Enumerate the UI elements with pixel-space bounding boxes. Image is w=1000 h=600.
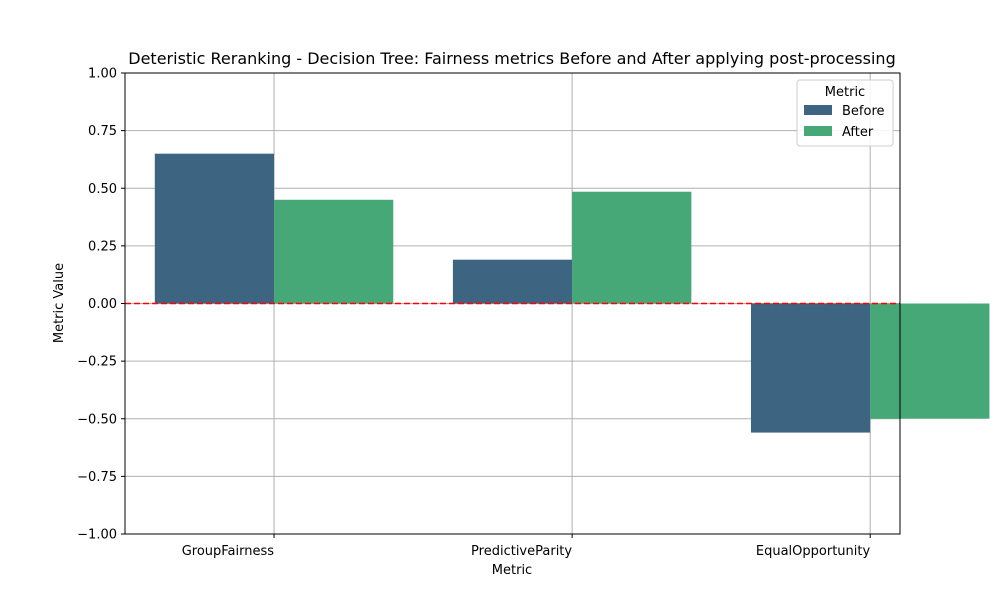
bars bbox=[154, 153, 990, 433]
legend-label-after: After bbox=[842, 125, 874, 140]
y-tick-label: 0.00 bbox=[88, 297, 117, 312]
bar-before-groupfairness bbox=[154, 153, 275, 304]
y-tick-label: 0.25 bbox=[88, 239, 117, 254]
x-tick-label: GroupFairness bbox=[182, 544, 275, 559]
legend-label-before: Before bbox=[842, 104, 885, 119]
x-tick-label: PredictiveParity bbox=[471, 544, 572, 559]
y-tick-label: 1.00 bbox=[88, 67, 117, 82]
bar-before-predictiveparity bbox=[452, 259, 573, 304]
y-axis-label: Metric Value bbox=[52, 263, 67, 343]
y-tick-label: −0.75 bbox=[77, 470, 117, 485]
y-tick-label: −0.25 bbox=[77, 355, 117, 370]
x-axis-label: Metric bbox=[492, 563, 532, 578]
bar-before-equalopportunity bbox=[750, 303, 871, 433]
x-tick-label: EqualOpportunity bbox=[756, 544, 871, 559]
ticks: −1.00 −0.75 −0.50 −0.25 0.00 0.25 0.50 0.75 1.00… bbox=[77, 67, 871, 559]
y-tick-label: 0.75 bbox=[88, 124, 117, 139]
chart-title: Deteristic Reranking - Decision Tree: Fa… bbox=[128, 49, 895, 68]
y-tick-label: −0.50 bbox=[77, 412, 117, 427]
legend: Metric Before After bbox=[796, 79, 894, 147]
legend-title: Metric bbox=[825, 85, 865, 100]
legend-swatch-after bbox=[804, 126, 832, 136]
y-tick-label: −1.00 bbox=[77, 528, 117, 543]
bar-after-predictiveparity bbox=[572, 191, 692, 304]
y-tick-label: 0.50 bbox=[88, 182, 117, 197]
bar-after-equalopportunity bbox=[870, 303, 990, 419]
legend-swatch-before bbox=[804, 105, 832, 115]
bar-after-groupfairness bbox=[274, 199, 394, 304]
